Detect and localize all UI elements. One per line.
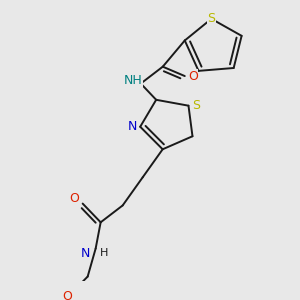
Text: H: H — [100, 248, 108, 258]
Text: O: O — [70, 192, 80, 206]
Text: S: S — [207, 12, 215, 25]
Text: N: N — [128, 120, 137, 133]
Text: NH: NH — [123, 74, 142, 87]
Text: N: N — [81, 247, 90, 260]
Text: S: S — [193, 99, 200, 112]
Text: O: O — [188, 70, 198, 83]
Text: O: O — [62, 290, 72, 300]
